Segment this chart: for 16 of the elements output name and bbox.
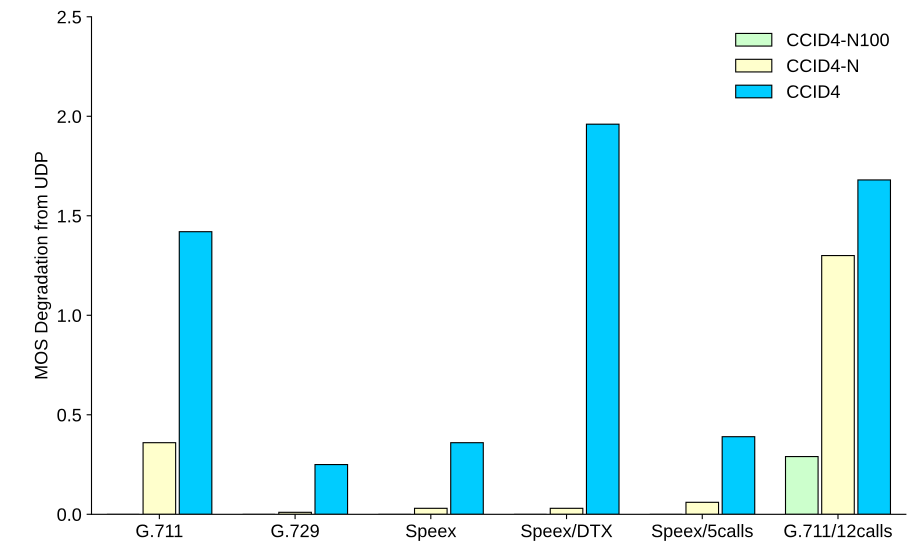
x-tick-label: Speex [406,524,456,541]
y-tick-label: 2.0 [58,110,82,123]
x-tick-label: Speex/DTX [521,524,612,541]
legend-label: CCID4-N [787,59,858,72]
y-tick-label: 0.5 [57,408,82,422]
x-tick-label: G.711/12calls [784,524,892,538]
x-tick-label: Speex/5calls [652,524,753,541]
legend-label: CCID4 [787,85,840,98]
x-tick-label: G.729 [271,524,319,538]
y-tick-label: 1.0 [58,309,82,322]
legend-label: CCID4-N100 [787,33,889,46]
y-tick-label: 2.5 [58,10,82,24]
y-axis-title: MOS Degradation from UDP [34,152,52,378]
y-tick-label: 1.5 [58,210,82,222]
y-tick-label: 0.0 [57,508,82,521]
x-tick-label: G.711 [136,524,182,538]
